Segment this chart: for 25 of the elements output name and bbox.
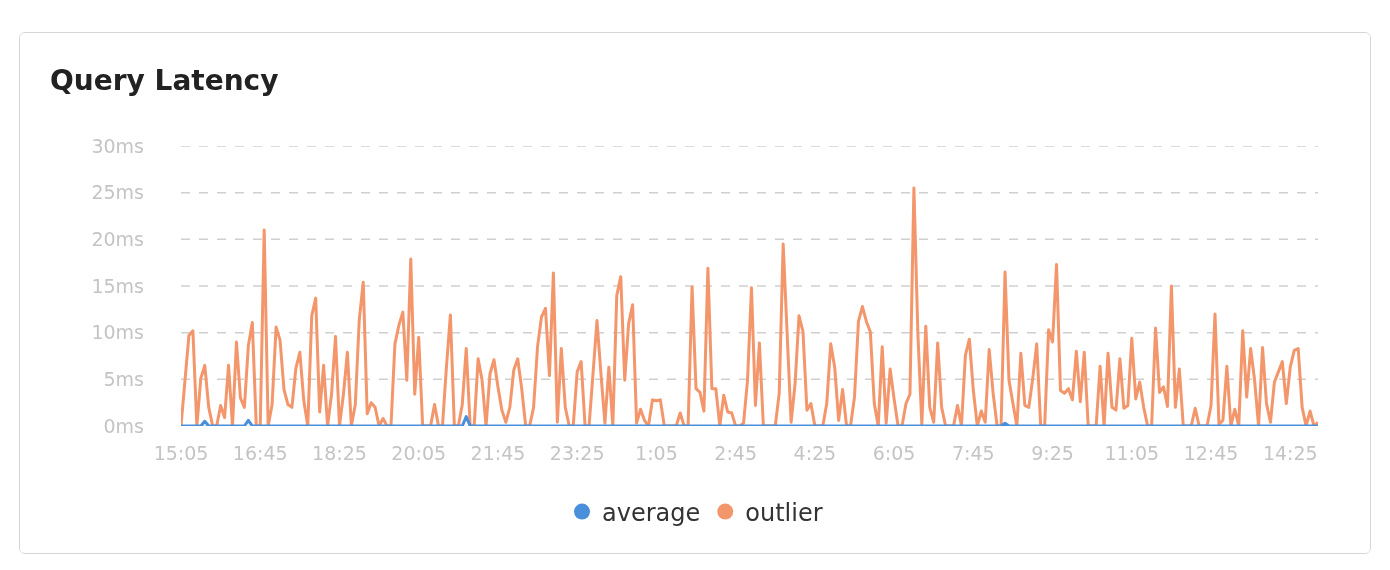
chart-title: Query Latency	[50, 63, 279, 97]
x-tick-label: 18:25	[312, 442, 367, 464]
x-tick-label: 20:05	[391, 442, 447, 464]
legend-label: average	[602, 498, 701, 527]
y-tick-label: 15ms	[91, 274, 144, 297]
x-tick-label: 11:05	[1104, 442, 1160, 464]
y-tick-label: 20ms	[91, 227, 144, 250]
x-tick-label: 15:05	[153, 442, 209, 464]
x-tick-label: 23:25	[549, 442, 605, 464]
x-tick-label: 16:45	[232, 442, 288, 464]
x-tick-label: 12:45	[1183, 442, 1239, 464]
x-tick-label: 7:45	[951, 442, 995, 464]
y-tick-label: 30ms	[91, 134, 144, 157]
y-tick-label: 10ms	[91, 321, 144, 344]
y-tick-label: 0ms	[103, 414, 144, 437]
y-tick-label: 5ms	[103, 367, 144, 390]
x-tick-label: 1:05	[635, 442, 678, 464]
x-tick-label: 21:45	[470, 442, 526, 464]
x-tick-label: 6:05	[872, 442, 916, 464]
x-tick-label: 2:45	[714, 442, 757, 464]
x-tick-label: 9:25	[1031, 442, 1074, 464]
x-tick-label: 4:25	[793, 442, 837, 464]
legend-label: outlier	[745, 498, 823, 527]
y-tick-label: 25ms	[91, 181, 144, 204]
x-tick-label: 14:25	[1262, 442, 1318, 464]
